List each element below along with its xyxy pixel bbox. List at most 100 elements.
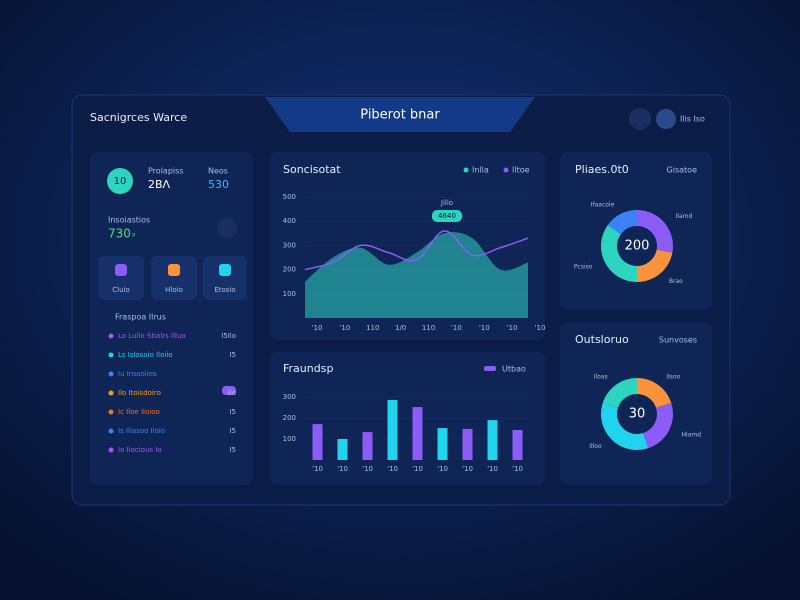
tab-title: Piberot bnar [360, 108, 440, 123]
bar [512, 429, 523, 460]
bar [337, 439, 348, 460]
header-tab[interactable] [265, 97, 535, 132]
segment-label: Ilsoo [666, 373, 680, 380]
tile[interactable] [151, 256, 197, 300]
legend-label: Iltoe [512, 166, 530, 175]
badge-text: 10 [114, 176, 127, 187]
x-tick-label: '10 [412, 465, 423, 473]
row-dot [108, 409, 114, 415]
row-label: Ilo Itoisdoiro [118, 389, 161, 397]
card [560, 152, 712, 310]
segment-label: Illoo [589, 443, 602, 450]
chart-title: Outsloruo [575, 333, 629, 346]
donut-segment [607, 210, 637, 235]
chart-title: Fraundsp [283, 362, 333, 375]
tile-label: Etosio [214, 286, 235, 294]
bar [312, 424, 323, 460]
donut-segment [601, 224, 637, 282]
x-tick-label: '10 [507, 324, 518, 332]
list-title: Fraspoa Ilrus [115, 313, 166, 322]
x-tick-label: '10 [487, 465, 498, 473]
card [90, 152, 253, 485]
tooltip-value: 4640 [438, 212, 456, 220]
tile-label: Hloio [165, 286, 183, 294]
tile[interactable] [203, 256, 247, 300]
app-title: Sacnigrces Warce [90, 111, 187, 124]
row-dot [108, 371, 114, 377]
x-tick-label: '10 [362, 465, 373, 473]
tile-icon [219, 264, 231, 276]
donut-segment [637, 249, 673, 282]
bar [462, 428, 473, 460]
stat-value: 530 [208, 178, 229, 191]
tile-icon [168, 264, 180, 276]
stat-label: Prolapiss [148, 167, 183, 176]
stat-label: Neos [208, 167, 228, 176]
row-label: Iu Inssoiies [118, 370, 157, 378]
card [560, 322, 712, 485]
row-value: I5 [229, 351, 236, 359]
y-tick-label: 200 [283, 266, 296, 274]
tooltip-title: Jillo [440, 199, 453, 207]
segment-label: Iloas [594, 373, 608, 380]
tile[interactable] [98, 256, 144, 300]
tile-label: Cluio [112, 286, 130, 294]
x-tick-label: '10 [337, 465, 348, 473]
bar [362, 432, 373, 460]
bar [437, 428, 448, 460]
x-tick-label: 110 [422, 324, 435, 332]
x-tick-label: '10 [512, 465, 523, 473]
x-tick-label: 1/0 [395, 324, 406, 332]
metric-unit: ₈ [132, 230, 135, 239]
row-dot [108, 352, 114, 358]
bar [387, 399, 398, 460]
tile-icon [115, 264, 127, 276]
row-label: Io Ilocious Io [118, 446, 162, 454]
segment-label: Ilamd [676, 213, 693, 220]
y-tick-label: 400 [283, 217, 296, 225]
legend-dot [503, 167, 509, 173]
x-tick-label: '10 [312, 324, 323, 332]
x-tick-label: '10 [451, 324, 462, 332]
segment-label: Pcsiso [574, 263, 593, 270]
metric-value: 730 [108, 227, 131, 241]
avatar[interactable] [656, 109, 676, 129]
legend-dot [463, 167, 469, 173]
x-tick-label: '10 [535, 324, 546, 332]
icon-button[interactable] [629, 108, 651, 130]
row-dot [108, 390, 114, 396]
row-label: Ls Islosoio Iloiio [118, 351, 173, 359]
bar [412, 407, 423, 460]
metric-label: Insoiastios [108, 216, 150, 225]
legend-swatch [484, 366, 496, 371]
toggle[interactable] [222, 386, 236, 395]
y-tick-label: 300 [283, 393, 296, 401]
line [304, 230, 529, 271]
row-label: Is Iliasoo Iloio [118, 427, 165, 435]
area [305, 232, 528, 318]
row-label: Ic Iloe Iloioo [118, 408, 160, 416]
donut-segment [637, 210, 674, 253]
badge [107, 168, 133, 194]
row-value: I5 [229, 446, 236, 454]
row-value: I5 [229, 427, 236, 435]
row-value: I5 [229, 408, 236, 416]
y-tick-label: 100 [283, 435, 296, 443]
y-tick-label: 500 [283, 193, 296, 201]
chart-subtitle: Sunvoses [659, 336, 697, 345]
row-label: Lo Lulio Stialrs Illuo [118, 332, 186, 340]
x-tick-label: '10 [437, 465, 448, 473]
icon[interactable] [217, 218, 237, 238]
row-value: Ilo [228, 389, 236, 397]
row-dot [108, 447, 114, 453]
chart-title: Soncisotat [283, 163, 341, 176]
donut-center: 30 [629, 407, 646, 422]
x-tick-label: '10 [312, 465, 323, 473]
donut-segment [602, 378, 637, 408]
row-value: I5Ilo [221, 332, 236, 340]
donut-center: 200 [625, 239, 650, 254]
segment-label: Brao [669, 278, 683, 285]
row-dot [108, 428, 114, 434]
x-tick-label: 110 [366, 324, 379, 332]
chart-title: Pliaes.0t0 [575, 163, 629, 176]
